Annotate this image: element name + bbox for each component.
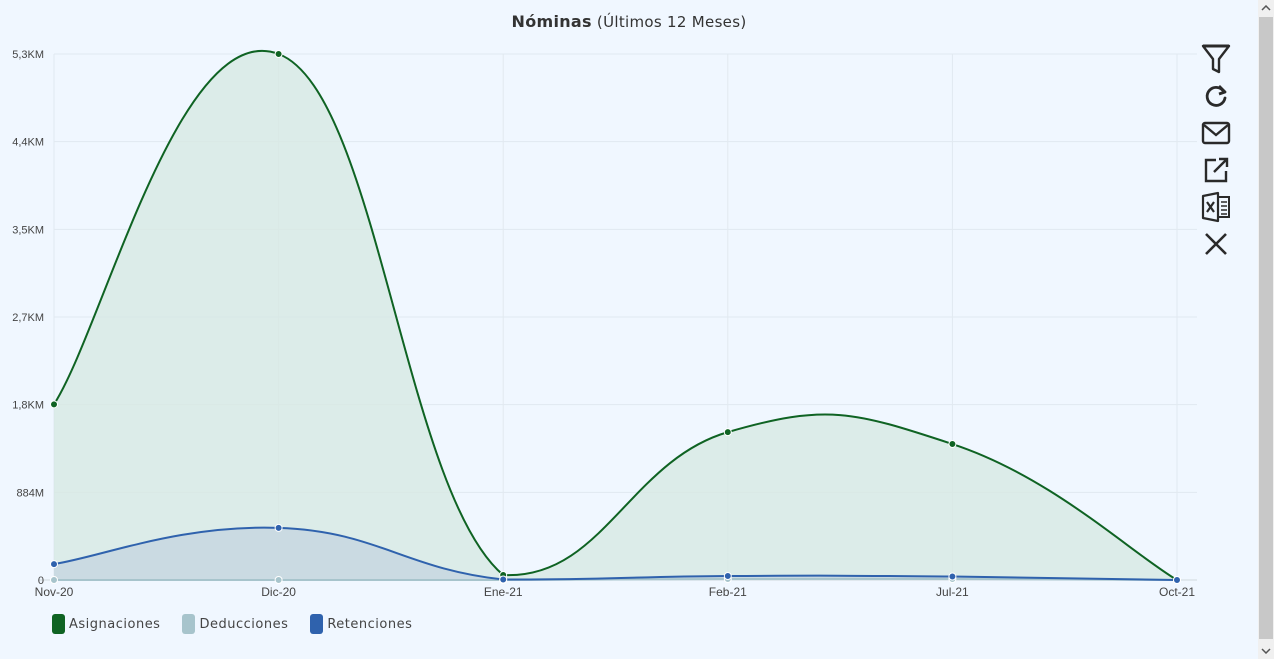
scroll-up-icon[interactable] bbox=[1258, 0, 1274, 16]
y-tick-label: 2,7KM bbox=[12, 312, 44, 324]
chart-points bbox=[50, 50, 1181, 584]
area-asignaciones bbox=[54, 50, 1177, 581]
chart-toolbar bbox=[1198, 40, 1234, 262]
data-point bbox=[723, 572, 732, 581]
legend-item-deducciones[interactable]: Deducciones bbox=[182, 614, 288, 634]
refresh-icon[interactable] bbox=[1198, 77, 1234, 114]
filter-icon[interactable] bbox=[1198, 40, 1234, 77]
line-retenciones bbox=[53, 526, 1178, 581]
chart-title-bold: Nóminas bbox=[511, 12, 592, 31]
y-tick-label: 1,8KM bbox=[12, 400, 44, 412]
x-axis-ticks: Nov-20 Dic-20 Ene-21 Feb-21 Jul-21 Oct-21 bbox=[35, 585, 1196, 599]
chart-legend: Asignaciones Deducciones Retenciones bbox=[52, 614, 434, 634]
data-point bbox=[499, 575, 508, 584]
y-tick-label: 0 bbox=[38, 575, 44, 587]
x-tick-label: Nov-20 bbox=[35, 585, 74, 599]
legend-swatch bbox=[182, 614, 196, 634]
legend-swatch bbox=[52, 614, 65, 634]
legend-item-retenciones[interactable]: Retenciones bbox=[310, 614, 412, 634]
legend-label: Asignaciones bbox=[69, 616, 161, 632]
y-axis-ticks: 0 884M 1,8KM 2,7KM 3,5KM 4,4KM 5,3KM bbox=[12, 49, 44, 587]
x-tick-label: Oct-21 bbox=[1159, 585, 1195, 599]
scroll-down-icon[interactable] bbox=[1258, 643, 1274, 659]
data-point bbox=[274, 523, 283, 532]
chart-title-rest: (Últimos 12 Meses) bbox=[591, 13, 747, 31]
external-link-icon[interactable] bbox=[1198, 151, 1234, 188]
x-tick-label: Ene-21 bbox=[484, 585, 523, 599]
vertical-scrollbar[interactable] bbox=[1258, 0, 1274, 659]
chart-areas bbox=[54, 50, 1177, 581]
data-point bbox=[50, 560, 58, 569]
data-point bbox=[274, 576, 283, 584]
data-point bbox=[1173, 576, 1181, 584]
y-tick-label: 5,3KM bbox=[12, 49, 44, 61]
data-point bbox=[948, 572, 957, 581]
data-point bbox=[50, 400, 58, 409]
scroll-thumb[interactable] bbox=[1259, 17, 1273, 639]
area-retenciones bbox=[54, 527, 1177, 580]
line-deducciones bbox=[54, 577, 1178, 582]
data-point bbox=[274, 50, 283, 58]
y-tick-label: 884M bbox=[16, 487, 44, 499]
y-tick-label: 4,4KM bbox=[12, 137, 44, 149]
close-icon[interactable] bbox=[1198, 225, 1234, 262]
x-tick-label: Dic-20 bbox=[261, 585, 296, 599]
legend-label: Retenciones bbox=[327, 616, 413, 632]
mail-icon[interactable] bbox=[1198, 114, 1234, 151]
legend-swatch bbox=[310, 614, 324, 634]
legend-label: Deducciones bbox=[199, 616, 289, 632]
x-tick-label: Jul-21 bbox=[936, 585, 969, 599]
x-tick-label: Feb-21 bbox=[709, 585, 747, 599]
data-point bbox=[50, 576, 58, 584]
data-point bbox=[948, 440, 957, 449]
excel-icon[interactable] bbox=[1198, 188, 1234, 225]
chart-title: Nóminas (Últimos 12 Meses) bbox=[0, 12, 1258, 31]
y-tick-label: 3,5KM bbox=[12, 224, 44, 236]
data-point bbox=[723, 428, 732, 437]
legend-item-asignaciones[interactable]: Asignaciones bbox=[52, 614, 160, 634]
